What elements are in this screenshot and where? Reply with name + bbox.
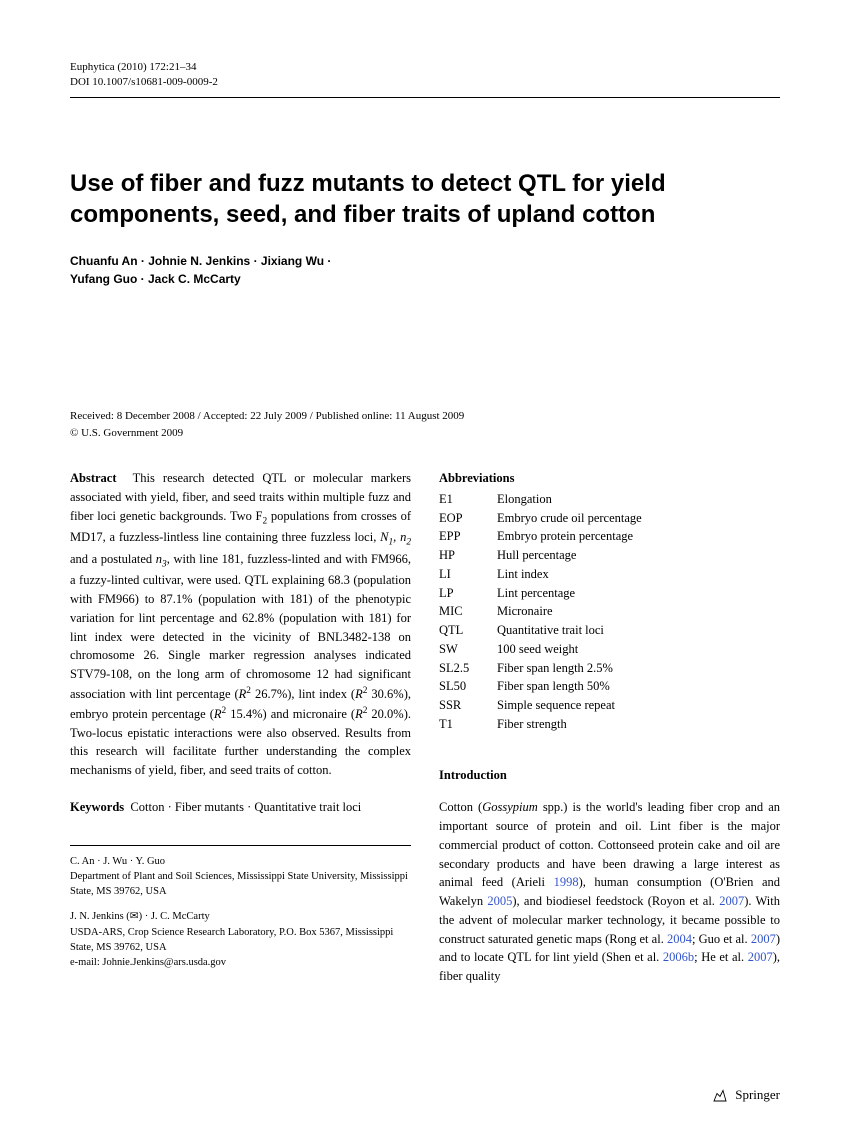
- abbr-code: EPP: [439, 527, 497, 546]
- abbr-definition: Embryo crude oil percentage: [497, 509, 642, 528]
- abbr-code: SL2.5: [439, 659, 497, 678]
- abbreviation-row: SL2.5Fiber span length 2.5%: [439, 659, 780, 678]
- abbr-definition: Fiber span length 50%: [497, 677, 610, 696]
- abbreviation-row: LILint index: [439, 565, 780, 584]
- publisher-name: Springer: [735, 1087, 780, 1103]
- two-column-body: Abstract This research detected QTL or m…: [70, 469, 780, 986]
- abbr-definition: 100 seed weight: [497, 640, 578, 659]
- abbreviation-row: EPPEmbryo protein percentage: [439, 527, 780, 546]
- abbr-definition: Elongation: [497, 490, 552, 509]
- abbr-definition: Simple sequence repeat: [497, 696, 615, 715]
- abbr-code: EOP: [439, 509, 497, 528]
- abbr-code: MIC: [439, 602, 497, 621]
- article-dates: Received: 8 December 2008 / Accepted: 22…: [70, 408, 780, 441]
- abbreviation-row: SW100 seed weight: [439, 640, 780, 659]
- abbreviation-row: QTLQuantitative trait loci: [439, 621, 780, 640]
- dates-received: Received: 8 December 2008 / Accepted: 22…: [70, 408, 780, 425]
- journal-citation: Euphytica (2010) 172:21–34: [70, 60, 780, 75]
- abbr-definition: Fiber strength: [497, 715, 567, 734]
- copyright-line: © U.S. Government 2009: [70, 425, 780, 442]
- abbreviation-row: E1Elongation: [439, 490, 780, 509]
- abbr-definition: Lint percentage: [497, 584, 575, 603]
- abbreviations-heading: Abbreviations: [439, 469, 780, 488]
- footnote-email: e-mail: Johnie.Jenkins@ars.usda.gov: [70, 955, 411, 970]
- footnote-names-2: J. N. Jenkins (✉) · J. C. McCarty: [70, 909, 411, 924]
- abbreviation-row: EOPEmbryo crude oil percentage: [439, 509, 780, 528]
- abbreviations-list: E1ElongationEOPEmbryo crude oil percenta…: [439, 490, 780, 734]
- abbr-code: SSR: [439, 696, 497, 715]
- author-footnotes: C. An · J. Wu · Y. Guo Department of Pla…: [70, 854, 411, 971]
- keywords-text: Cotton · Fiber mutants · Quantitative tr…: [130, 800, 361, 814]
- abbreviation-row: MICMicronaire: [439, 602, 780, 621]
- header-rule: [70, 97, 780, 98]
- abbreviation-row: HPHull percentage: [439, 546, 780, 565]
- doi-line: DOI 10.1007/s10681-009-0009-2: [70, 75, 780, 90]
- abstract-paragraph: Abstract This research detected QTL or m…: [70, 469, 411, 780]
- footnote-rule: [70, 845, 411, 846]
- abbreviation-row: SSRSimple sequence repeat: [439, 696, 780, 715]
- abbr-definition: Hull percentage: [497, 546, 576, 565]
- running-header: Euphytica (2010) 172:21–34 DOI 10.1007/s…: [70, 60, 780, 98]
- abstract-text: This research detected QTL or molecular …: [70, 471, 411, 777]
- abbr-code: LI: [439, 565, 497, 584]
- springer-horse-icon: [711, 1086, 729, 1104]
- abbr-definition: Micronaire: [497, 602, 553, 621]
- footnote-names-1: C. An · J. Wu · Y. Guo: [70, 854, 411, 869]
- article-title: Use of fiber and fuzz mutants to detect …: [70, 168, 780, 230]
- abbr-code: SL50: [439, 677, 497, 696]
- introduction-text: Cotton (Gossypium spp.) is the world's l…: [439, 798, 780, 986]
- abbreviation-row: T1Fiber strength: [439, 715, 780, 734]
- abbr-code: SW: [439, 640, 497, 659]
- abbreviation-row: LPLint percentage: [439, 584, 780, 603]
- abbreviation-row: SL50Fiber span length 50%: [439, 677, 780, 696]
- abbr-definition: Embryo protein percentage: [497, 527, 633, 546]
- abbr-code: QTL: [439, 621, 497, 640]
- abbr-code: T1: [439, 715, 497, 734]
- abbr-code: E1: [439, 490, 497, 509]
- introduction-heading: Introduction: [439, 766, 780, 785]
- right-column: Abbreviations E1ElongationEOPEmbryo crud…: [439, 469, 780, 986]
- abbr-definition: Lint index: [497, 565, 549, 584]
- abbr-code: HP: [439, 546, 497, 565]
- abbr-definition: Fiber span length 2.5%: [497, 659, 613, 678]
- footnote-affil-2: USDA-ARS, Crop Science Research Laborato…: [70, 925, 411, 955]
- footnote-block-1: C. An · J. Wu · Y. Guo Department of Pla…: [70, 854, 411, 900]
- keywords-label: Keywords: [70, 800, 124, 814]
- footnote-affil-1: Department of Plant and Soil Sciences, M…: [70, 869, 411, 899]
- publisher-logo: Springer: [711, 1086, 780, 1104]
- abstract-label: Abstract: [70, 471, 117, 485]
- author-list: Chuanfu An · Johnie N. Jenkins · Jixiang…: [70, 252, 780, 288]
- abbr-definition: Quantitative trait loci: [497, 621, 604, 640]
- left-column: Abstract This research detected QTL or m…: [70, 469, 411, 986]
- footnote-block-2: J. N. Jenkins (✉) · J. C. McCarty USDA-A…: [70, 909, 411, 970]
- abbr-code: LP: [439, 584, 497, 603]
- keywords-block: Keywords Cotton · Fiber mutants · Quanti…: [70, 798, 411, 817]
